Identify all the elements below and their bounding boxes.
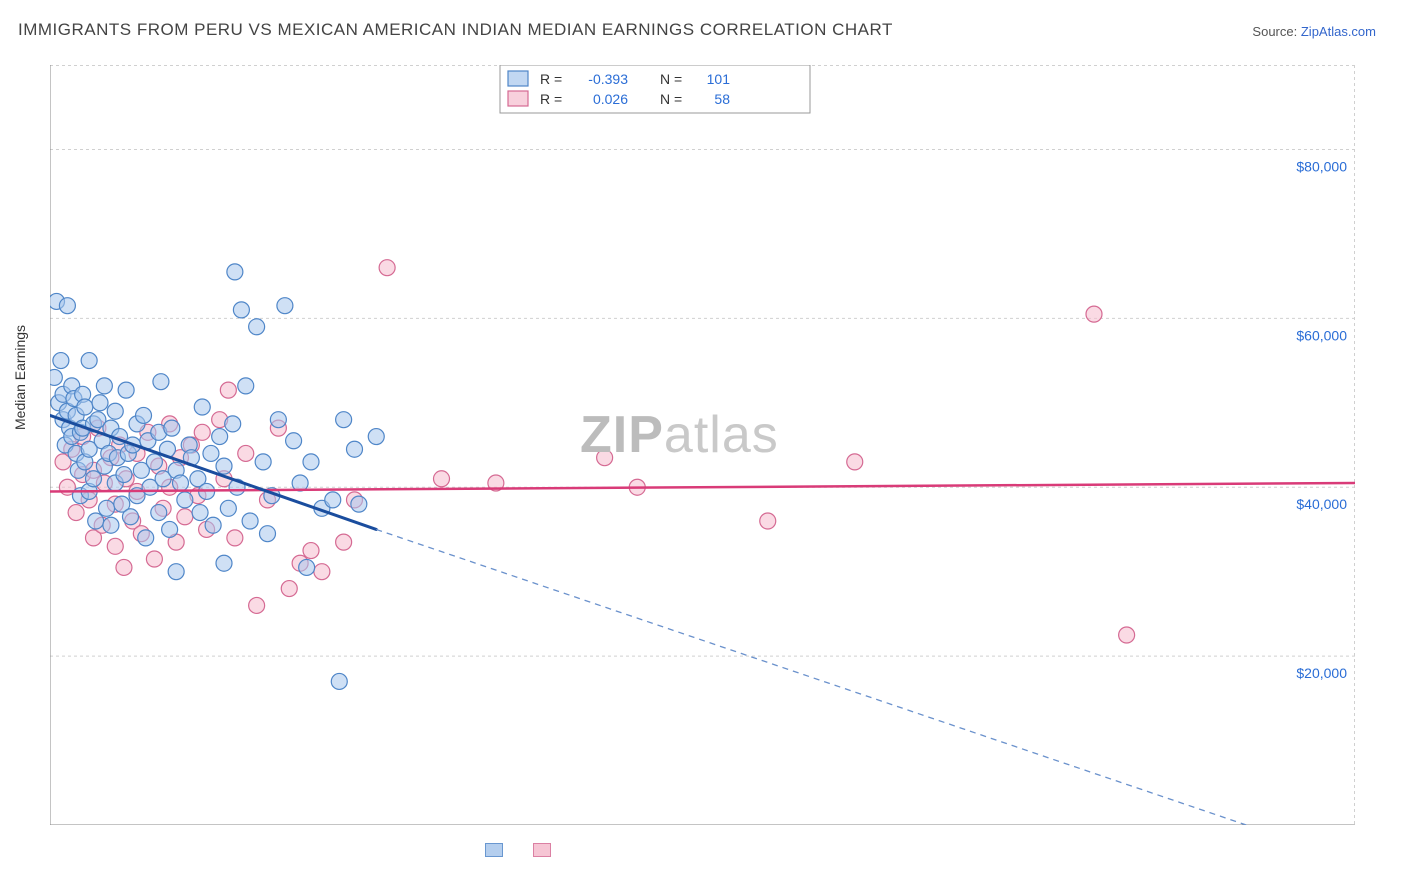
scatter-point-peru	[227, 264, 243, 280]
scatter-point-mexican	[1086, 306, 1102, 322]
scatter-point-peru	[260, 526, 276, 542]
scatter-point-mexican	[238, 445, 254, 461]
scatter-point-mexican	[177, 509, 193, 525]
legend-item-mexican	[533, 843, 557, 857]
scatter-point-peru	[151, 505, 167, 521]
scatter-point-peru	[331, 673, 347, 689]
scatter-point-peru	[299, 559, 315, 575]
regression-line-peru-dash	[376, 529, 1246, 825]
scatter-point-peru	[238, 378, 254, 394]
legend-swatch-peru	[485, 843, 503, 857]
scatter-point-peru	[153, 374, 169, 390]
scatter-point-peru	[242, 513, 258, 529]
svg-text:R =: R =	[540, 71, 562, 87]
scatter-point-peru	[216, 458, 232, 474]
scatter-point-mexican	[336, 534, 352, 550]
scatter-point-peru	[173, 475, 189, 491]
svg-text:R =: R =	[540, 91, 562, 107]
scatter-point-peru	[249, 319, 265, 335]
scatter-point-peru	[96, 378, 112, 394]
scatter-point-peru	[146, 454, 162, 470]
chart-svg: $20,000 $40,000 $60,000 $80,000 R = -0.393 N =…	[50, 65, 1355, 825]
series-legend	[485, 843, 557, 857]
scatter-point-peru	[92, 395, 108, 411]
legend-swatch-mexican	[533, 843, 551, 857]
scatter-point-peru	[50, 369, 62, 385]
scatter-point-mexican	[68, 505, 84, 521]
svg-text:N =: N =	[660, 71, 682, 87]
scatter-point-mexican	[220, 382, 236, 398]
scatter-point-peru	[205, 517, 221, 533]
scatter-point-peru	[277, 298, 293, 314]
scatter-point-peru	[286, 433, 302, 449]
y-axis-label: Median Earnings	[12, 325, 28, 430]
scatter-point-peru	[347, 441, 363, 457]
scatter-point-mexican	[194, 424, 210, 440]
scatter-point-peru	[225, 416, 241, 432]
scatter-point-mexican	[227, 530, 243, 546]
svg-text:0.026: 0.026	[593, 91, 628, 107]
y-tick-label: $60,000	[1296, 327, 1347, 343]
scatter-point-peru	[81, 353, 97, 369]
source-link[interactable]: ZipAtlas.com	[1301, 24, 1376, 39]
scatter-point-peru	[270, 412, 286, 428]
scatter-point-mexican	[379, 260, 395, 276]
scatter-point-peru	[368, 429, 384, 445]
scatter-point-peru	[255, 454, 271, 470]
scatter-point-peru	[325, 492, 341, 508]
scatter-point-peru	[336, 412, 352, 428]
scatter-point-mexican	[434, 471, 450, 487]
scatter-point-peru	[86, 471, 102, 487]
scatter-point-peru	[88, 513, 104, 529]
scatter-point-mexican	[107, 538, 123, 554]
svg-text:101: 101	[707, 71, 731, 87]
scatter-point-peru	[164, 420, 180, 436]
scatter-point-peru	[118, 382, 134, 398]
chart-title: IMMIGRANTS FROM PERU VS MEXICAN AMERICAN…	[18, 20, 893, 40]
scatter-point-mexican	[1119, 627, 1135, 643]
plot-area: $20,000 $40,000 $60,000 $80,000 R = -0.393 N =…	[50, 65, 1355, 825]
svg-text:58: 58	[714, 91, 730, 107]
scatter-point-mexican	[760, 513, 776, 529]
source-label: Source:	[1252, 24, 1297, 39]
scatter-point-peru	[303, 454, 319, 470]
scatter-point-peru	[116, 467, 132, 483]
svg-text:-0.393: -0.393	[588, 71, 628, 87]
y-tick-label: $20,000	[1296, 665, 1347, 681]
scatter-point-mexican	[597, 450, 613, 466]
scatter-point-peru	[212, 429, 228, 445]
y-tick-label: $80,000	[1296, 158, 1347, 174]
scatter-point-peru	[77, 399, 93, 415]
scatter-point-mexican	[847, 454, 863, 470]
scatter-point-peru	[162, 521, 178, 537]
svg-text:N =: N =	[660, 91, 682, 107]
scatter-point-peru	[177, 492, 193, 508]
scatter-point-peru	[138, 530, 154, 546]
scatter-point-mexican	[146, 551, 162, 567]
scatter-point-peru	[220, 500, 236, 516]
scatter-point-peru	[107, 403, 123, 419]
scatter-point-peru	[192, 505, 208, 521]
correlation-legend: R = -0.393 N = 101 R = 0.026 N = 58	[500, 65, 810, 113]
scatter-point-peru	[216, 555, 232, 571]
scatter-point-peru	[203, 445, 219, 461]
scatter-point-peru	[351, 496, 367, 512]
scatter-point-peru	[103, 517, 119, 533]
scatter-point-mexican	[281, 581, 297, 597]
scatter-point-peru	[194, 399, 210, 415]
y-tick-label: $40,000	[1296, 496, 1347, 512]
scatter-point-mexican	[314, 564, 330, 580]
source-attribution: Source: ZipAtlas.com	[1252, 24, 1376, 39]
legend-item-peru	[485, 843, 509, 857]
scatter-point-peru	[136, 407, 152, 423]
scatter-point-peru	[168, 564, 184, 580]
scatter-point-peru	[99, 500, 115, 516]
scatter-point-peru	[59, 298, 75, 314]
scatter-point-peru	[233, 302, 249, 318]
scatter-point-peru	[122, 509, 138, 525]
scatter-point-mexican	[116, 559, 132, 575]
scatter-point-mexican	[249, 597, 265, 613]
scatter-point-peru	[53, 353, 69, 369]
scatter-point-mexican	[303, 543, 319, 559]
